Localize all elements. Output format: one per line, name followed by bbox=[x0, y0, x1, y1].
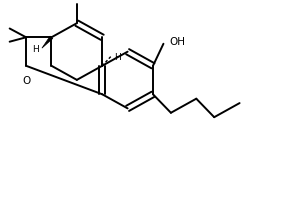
Text: H: H bbox=[114, 52, 121, 61]
Text: H: H bbox=[32, 44, 39, 53]
Text: O: O bbox=[22, 76, 30, 86]
Polygon shape bbox=[42, 37, 53, 49]
Text: OH: OH bbox=[169, 37, 185, 47]
